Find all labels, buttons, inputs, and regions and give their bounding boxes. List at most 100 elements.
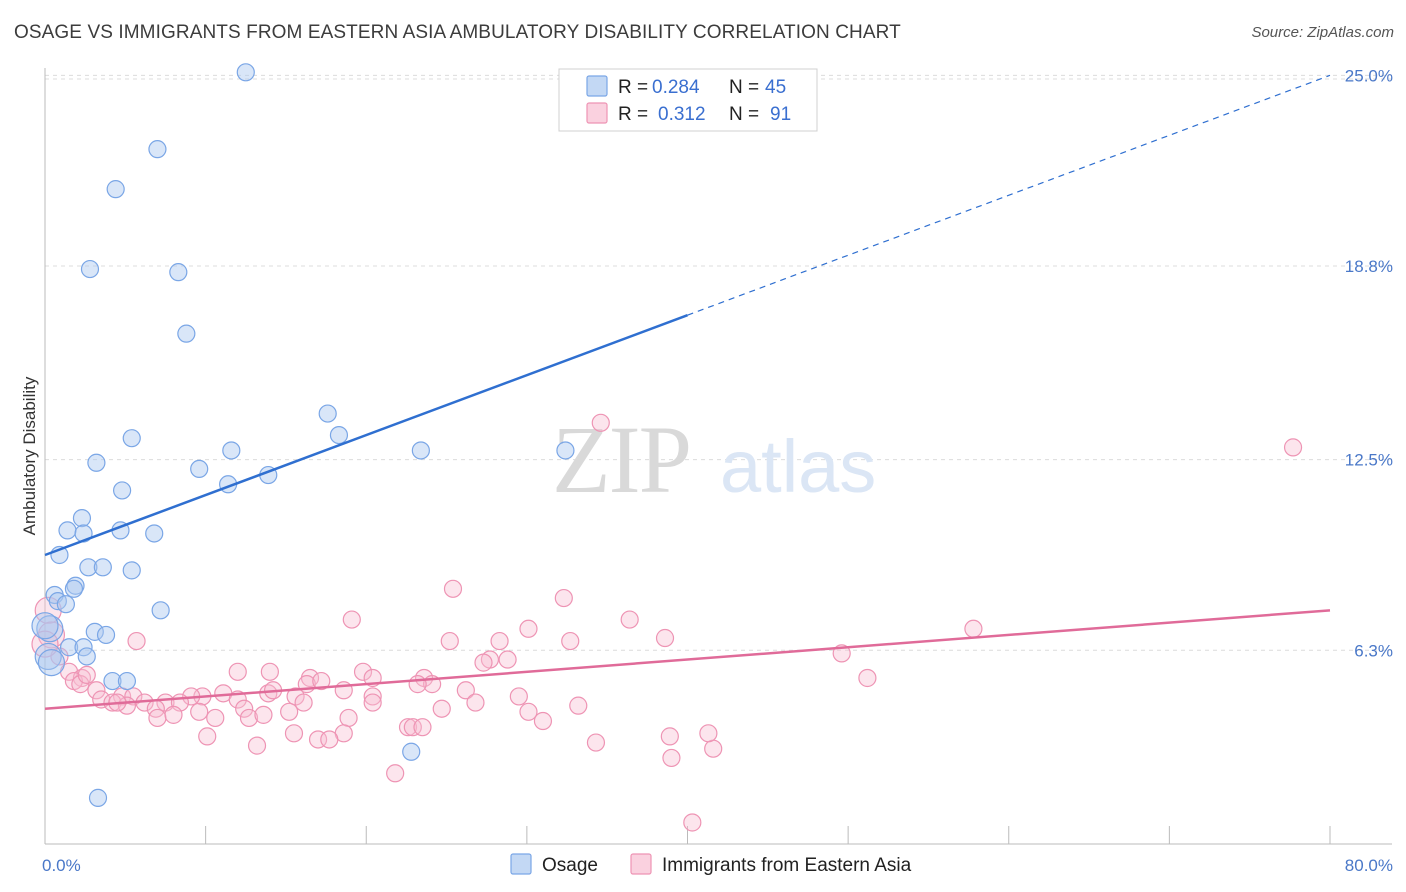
axes — [44, 68, 1392, 845]
osage-point-39 — [103, 671, 122, 691]
asia-point-46 — [509, 687, 528, 706]
legend-n-label-asia: N = — [729, 104, 759, 125]
osage-point-43 — [31, 612, 59, 640]
legend-r-value-asia: 0.312 — [658, 104, 706, 125]
asia-point-13 — [127, 631, 146, 651]
legend-r-label-asia: R = — [618, 104, 648, 125]
osage-point-6 — [318, 404, 337, 423]
asia-point-32 — [312, 671, 331, 691]
trend-line-asia — [44, 609, 1331, 710]
asia-point-73 — [403, 718, 422, 737]
osage-point-18 — [58, 521, 77, 540]
osage-point-35 — [59, 638, 79, 657]
asia-point-22 — [353, 662, 373, 681]
osage-point-5 — [177, 324, 196, 343]
trend-lines — [44, 74, 1331, 710]
osage-point-23 — [79, 558, 98, 577]
asia-point-60 — [190, 702, 209, 721]
legend-r-value-osage: 0.284 — [652, 77, 700, 98]
legend-swatch-osage — [586, 75, 608, 97]
x-tick-label-min: 0.0% — [42, 856, 81, 875]
asia-point-82 — [247, 736, 267, 755]
asia-point-11 — [490, 631, 509, 651]
asia-point-65 — [148, 708, 167, 728]
osage-point-31 — [151, 601, 170, 620]
legend: R = 0.284 N = 45 R = 0.312 N = 91 — [558, 68, 818, 132]
asia-point-20 — [228, 662, 247, 681]
asia-point-36 — [87, 681, 106, 700]
osage-point-32 — [36, 615, 64, 643]
chart-source: Source: ZipAtlas.com — [1251, 24, 1394, 41]
legend-n-value-osage: 45 — [765, 77, 786, 98]
watermark-atlas: atlas — [720, 425, 876, 508]
osage-point-0 — [236, 63, 255, 82]
series-osage-points — [31, 63, 575, 807]
bottom-legend-swatch-asia — [630, 853, 652, 875]
osage-point-7 — [329, 425, 349, 445]
trend-line-osage-extension — [687, 74, 1331, 316]
osage-point-11 — [556, 441, 575, 460]
osage-point-37 — [77, 647, 96, 666]
asia-point-66 — [164, 705, 183, 724]
asia-point-62 — [280, 702, 299, 721]
asia-point-6 — [620, 610, 639, 629]
asia-point-88 — [699, 724, 718, 743]
osage-point-40 — [117, 671, 137, 691]
osage-point-25 — [122, 561, 141, 580]
bottom-legend: Osage Immigrants from Eastern Asia — [510, 853, 912, 876]
asia-point-84 — [858, 668, 877, 688]
y-axis-title: Ambulatory Disability — [20, 376, 39, 535]
asia-point-21 — [260, 662, 279, 681]
legend-n-label-osage: N = — [729, 77, 759, 98]
asia-point-81 — [660, 727, 679, 746]
osage-point-41 — [402, 742, 421, 761]
osage-point-3 — [80, 259, 100, 279]
asia-point-9 — [655, 628, 675, 648]
y-tick-label-1: 12.5% — [1345, 451, 1393, 470]
osage-point-34 — [96, 625, 116, 645]
osage-point-24 — [93, 558, 112, 577]
legend-swatch-asia — [586, 102, 608, 124]
asia-point-71 — [533, 711, 553, 731]
osage-point-4 — [169, 263, 188, 282]
asia-point-70 — [339, 708, 358, 728]
osage-point-27 — [64, 579, 84, 598]
asia-point-18 — [498, 650, 517, 669]
asia-point-67 — [206, 708, 225, 728]
asia-point-75 — [284, 724, 304, 743]
trend-line-osage — [44, 314, 688, 557]
osage-point-10 — [411, 441, 430, 460]
asia-point-53 — [294, 693, 313, 712]
asia-point-69 — [254, 705, 273, 724]
chart-title: OSAGE VS IMMIGRANTS FROM EASTERN ASIA AM… — [14, 22, 901, 43]
osage-point-17 — [72, 509, 92, 528]
osage-point-16 — [112, 481, 132, 500]
asia-point-72 — [398, 718, 418, 737]
asia-point-61 — [235, 699, 254, 718]
asia-point-63 — [432, 699, 451, 718]
watermark: ZIP atlas — [552, 406, 876, 513]
osage-point-13 — [190, 459, 209, 479]
osage-point-26 — [66, 576, 85, 595]
asia-point-68 — [239, 708, 259, 728]
x-tick-label-max: 80.0% — [1345, 856, 1393, 875]
y-tick-label-0: 6.3% — [1354, 641, 1393, 660]
asia-point-54 — [363, 693, 382, 712]
bottom-legend-label-osage: Osage — [542, 855, 598, 876]
osage-point-12 — [87, 453, 106, 472]
asia-point-7 — [964, 619, 983, 638]
y-tick-labels: 6.3% 12.5% 18.8% 25.0% — [1345, 66, 1393, 660]
osage-point-21 — [145, 524, 164, 543]
osage-point-33 — [85, 622, 104, 641]
asia-point-87 — [683, 813, 702, 832]
osage-point-30 — [56, 595, 75, 614]
watermark-zip: ZIP — [552, 406, 690, 513]
asia-point-3 — [554, 588, 573, 608]
asia-point-5 — [342, 610, 361, 629]
asia-point-29 — [408, 675, 427, 694]
osage-point-44 — [37, 649, 66, 677]
asia-point-83 — [704, 739, 723, 758]
asia-point-74 — [413, 718, 432, 737]
asia-point-35 — [71, 675, 90, 694]
